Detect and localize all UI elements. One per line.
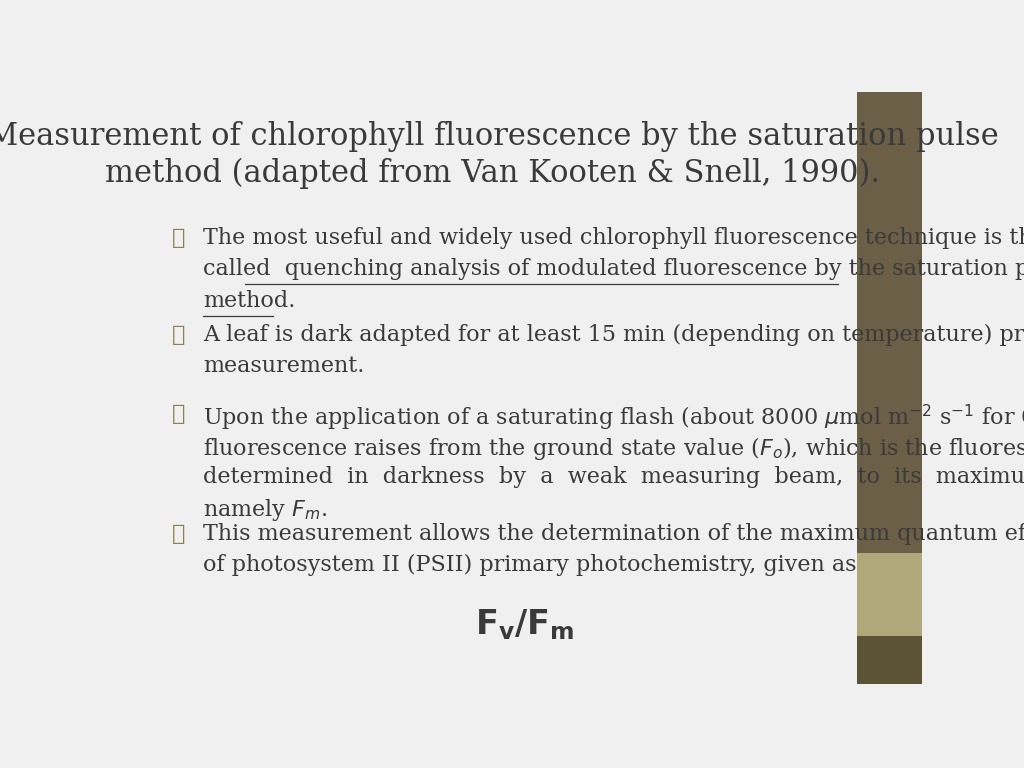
Text: called  quenching analysis of modulated fluorescence by the saturation pulse: called quenching analysis of modulated f… <box>204 258 1024 280</box>
Text: method.: method. <box>204 290 296 312</box>
Text: This measurement allows the determination of the maximum quantum efficiency: This measurement allows the determinatio… <box>204 523 1024 545</box>
Text: of photosystem II (PSII) primary photochemistry, given as: of photosystem II (PSII) primary photoch… <box>204 554 857 576</box>
Text: namely $\mathit{F}_\mathit{m}$.: namely $\mathit{F}_\mathit{m}$. <box>204 497 328 523</box>
Text: fluorescence raises from the ground state value ($\mathit{F}_\mathit{o}$), which: fluorescence raises from the ground stat… <box>204 435 1024 462</box>
Text: ❖: ❖ <box>172 523 185 545</box>
Bar <box>856 92 922 554</box>
Bar <box>856 554 922 636</box>
Text: method (adapted from Van Kooten & Snell, 1990).: method (adapted from Van Kooten & Snell,… <box>105 158 881 190</box>
Text: measurement.: measurement. <box>204 356 365 377</box>
Text: The most useful and widely used chlorophyll fluorescence technique is the so-: The most useful and widely used chloroph… <box>204 227 1024 249</box>
Text: A leaf is dark adapted for at least 15 min (depending on temperature) prior to t: A leaf is dark adapted for at least 15 m… <box>204 324 1024 346</box>
Bar <box>856 636 922 684</box>
Text: ❖: ❖ <box>172 324 185 346</box>
Text: $\mathbf{F_v/F_m}$: $\mathbf{F_v/F_m}$ <box>475 607 574 642</box>
Text: ❖: ❖ <box>172 227 185 249</box>
Text: Measurement of chlorophyll fluorescence by the saturation pulse: Measurement of chlorophyll fluorescence … <box>0 121 999 152</box>
Text: determined  in  darkness  by  a  weak  measuring  beam,  to  its  maximum  value: determined in darkness by a weak measuri… <box>204 466 1024 488</box>
Text: Upon the application of a saturating flash (about 8000 $\mu$mol m$^{-2}$ s$^{-1}: Upon the application of a saturating fla… <box>204 403 1024 433</box>
Text: ❖: ❖ <box>172 403 185 425</box>
